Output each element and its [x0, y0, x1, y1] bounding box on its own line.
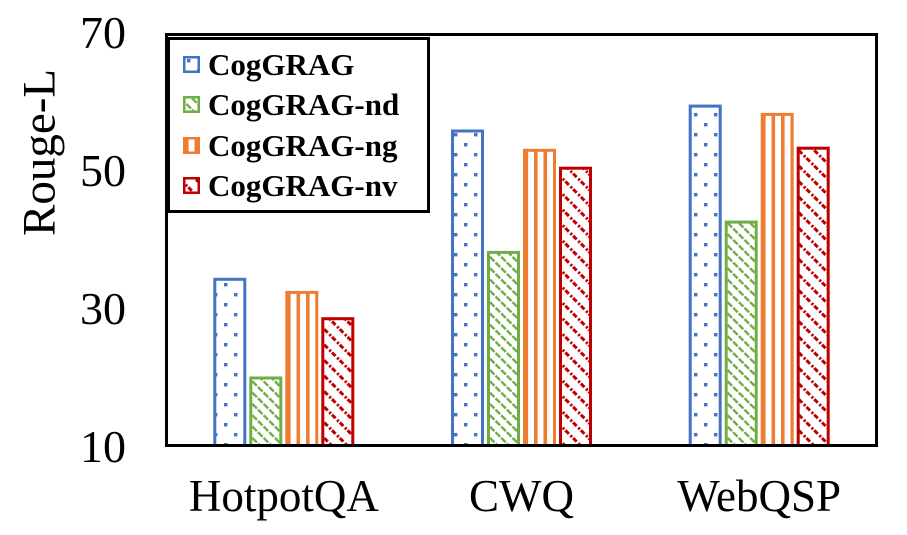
x-label-cwq: CWQ — [469, 471, 574, 521]
bar-hotpotqa-coggrag-ng — [285, 290, 319, 447]
bar-webqsp-coggrag-nv — [796, 146, 830, 447]
bar-webqsp-coggrag — [688, 104, 722, 447]
bar-cwq-coggrag-ng — [523, 148, 556, 448]
bar-hotpotqa-coggrag — [213, 277, 247, 447]
legend-swatch-coggrag — [183, 55, 200, 73]
legend-swatch-coggrag-nv — [183, 177, 200, 195]
legend-item-coggrag-nv: CogGRAG-nv — [183, 170, 427, 201]
bar-cwq-coggrag — [451, 129, 484, 447]
y-tick-70: 70 — [80, 7, 126, 58]
bar-hotpotqa-coggrag-nv — [321, 317, 355, 448]
legend-label-coggrag-ng: CogGRAG-ng — [208, 127, 398, 163]
legend-label-coggrag-nv: CogGRAG-nv — [208, 168, 398, 204]
legend-swatch-coggrag-ng — [183, 136, 200, 154]
legend-item-coggrag-nd: CogGRAG-nd — [183, 89, 427, 120]
legend-swatch-coggrag-nd — [183, 96, 200, 114]
plot-frame — [165, 33, 878, 447]
y-tick-50: 50 — [80, 144, 126, 196]
x-axis-labels: HotpotQA CWQ WebQSP — [165, 474, 878, 529]
legend-item-coggrag: CogGRAG — [183, 49, 427, 80]
legend-label-coggrag: CogGRAG — [208, 46, 355, 82]
y-axis-ticks: 70 50 30 10 — [0, 10, 126, 470]
x-label-hotpotqa: HotpotQA — [188, 471, 379, 521]
legend-item-coggrag-ng: CogGRAG-ng — [183, 130, 427, 161]
bar-webqsp-coggrag-ng — [760, 112, 794, 448]
legend-label-coggrag-nd: CogGRAG-nd — [208, 87, 400, 123]
bar-cwq-coggrag-nd — [487, 250, 520, 447]
x-label-webqsp: WebQSP — [677, 471, 842, 521]
bar-hotpotqa-coggrag-nd — [249, 376, 283, 447]
y-tick-30: 30 — [80, 283, 126, 334]
y-tick-10: 10 — [80, 421, 126, 472]
bar-webqsp-coggrag-nd — [724, 220, 758, 447]
legend: CogGRAG CogGRAG-nd CogGRAG-ng CogGRAG-nv — [167, 37, 430, 213]
bar-cwq-coggrag-nv — [559, 166, 592, 447]
